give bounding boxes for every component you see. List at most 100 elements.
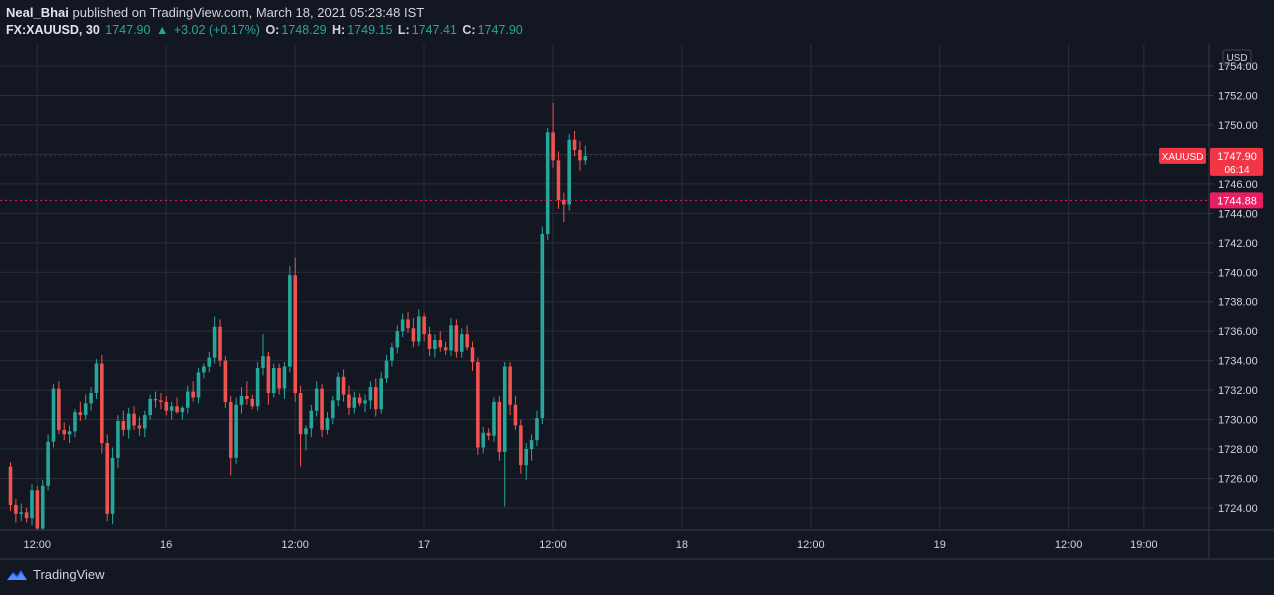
candle-up [540,226,545,424]
x-tick-label: 12:00 [797,539,825,551]
candle-body [271,368,276,394]
candle-body [143,415,147,429]
candle-body [30,490,34,519]
candle-down [513,395,518,430]
y-tick-label: 1724.00 [1218,503,1258,515]
candle-up [288,266,292,373]
candle-body [180,407,185,413]
candle-body [73,412,77,432]
candle-up [524,443,529,480]
close-label: C: [462,23,476,37]
candle-body [443,347,448,351]
candle-up [143,410,147,438]
candle-down [470,341,475,371]
candle-body [433,340,437,349]
change-arrow-icon: ▲ [155,23,169,37]
candle-body [51,388,56,442]
y-tick-label: 1726.00 [1218,473,1258,485]
candle-up [207,351,212,373]
price-axis[interactable]: 1724.00 1726.00 1728.00 1730.00 1732.00 1734.… [1209,61,1258,515]
candle-up [368,381,373,410]
candle-body [126,413,131,430]
candle-body [562,200,566,205]
candle-down [228,395,233,476]
candle-body [164,401,169,411]
candle-down [406,312,410,333]
candle-down [132,406,136,430]
candle-body [578,150,582,161]
horizontal-line-tag-bg [1210,192,1263,209]
candle-down [245,381,249,405]
x-tick-label: 19:00 [1130,539,1158,551]
candle-down [78,401,83,422]
price-change: +3.02 (+0.17%) [173,23,260,37]
candle-body [234,404,238,458]
candle-body [513,404,518,426]
candle-body [239,395,244,405]
candle-down [572,130,577,156]
price-chart[interactable]: USD 1724.001726.001728.001730.001732.001… [0,0,1274,560]
candle-body [261,356,265,368]
candle-body [556,160,561,201]
y-tick-label: 1742.00 [1218,238,1258,250]
y-tick-label: 1752.00 [1218,91,1258,103]
candle-up [169,401,174,420]
candle-down [62,422,67,441]
x-tick-label: 16 [160,539,172,551]
candle-body [24,512,29,519]
last-price-tag-bg [1210,147,1263,176]
open-value: 1748.29 [281,23,327,37]
x-tick-label: 18 [676,539,688,551]
candle-body [449,325,453,351]
candle-down [443,341,448,355]
candle-body [116,421,120,458]
candle-up [352,391,357,414]
candle-up [202,363,206,379]
candle-up [46,434,50,491]
author-name[interactable]: Neal_Bhai [6,5,69,20]
candle-body [255,368,260,407]
x-tick-label: 12:00 [539,539,567,551]
candle-body [304,428,308,435]
candle-body [373,387,378,410]
candle-body [40,485,45,529]
candle-body [567,139,571,205]
candle-body [459,334,464,352]
candle-down [159,393,163,410]
candle-body [545,132,550,234]
candle-body [502,366,507,452]
candle-down [486,428,491,441]
candle-body [384,360,389,379]
candle-down [465,325,469,351]
tradingview-brand[interactable]: TradingView [33,567,105,582]
time-axis[interactable]: 12:00 16 12:00 17 12:00 18 12:00 19 12:00 19:00 [23,539,1157,551]
candle-down [320,384,324,438]
candle-up [282,362,287,399]
candle-body [62,429,67,435]
candle-body [314,388,319,411]
candle-up [234,397,238,464]
y-tick-label: 1754.00 [1218,61,1258,73]
candle-body [465,334,469,348]
candle-body [470,347,475,363]
tradingview-logo-icon[interactable] [6,568,28,582]
candle-body [416,316,421,342]
candle-body [185,391,190,408]
candle-down [277,363,281,395]
published-text: published on TradingView.com, March 18, … [72,5,425,20]
candle-down [438,331,443,352]
candle-up [261,334,265,376]
candle-up [239,387,244,414]
candle-body [78,412,83,416]
countdown-label: 06:14 [1224,165,1249,176]
candle-body [202,366,206,373]
candle-body [175,406,179,413]
candle-body [336,376,340,401]
currency-badge[interactable] [1222,49,1252,66]
candle-down [191,381,195,402]
symbol-interval[interactable]: FX:XAUUSD, 30 [6,23,100,37]
candle-up [336,372,340,407]
candle-body [347,394,351,408]
candle-down [164,395,169,416]
candle-down [578,141,582,171]
